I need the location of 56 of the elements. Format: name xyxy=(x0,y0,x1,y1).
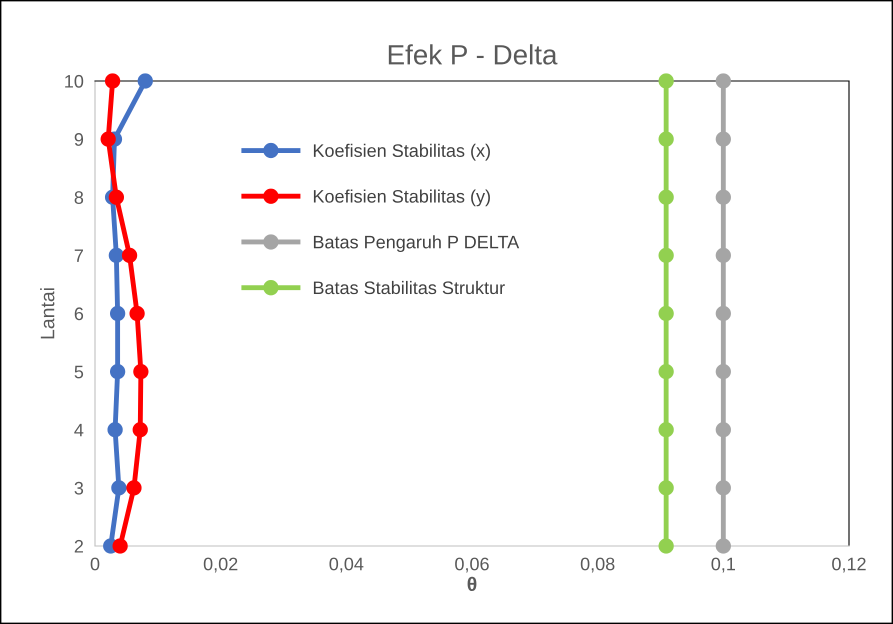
point xyxy=(107,422,123,438)
y-tick-label: 3 xyxy=(74,482,84,495)
point xyxy=(110,364,126,380)
point xyxy=(108,248,124,264)
point xyxy=(138,73,153,89)
point xyxy=(126,480,142,496)
point xyxy=(716,131,731,147)
point xyxy=(132,422,148,438)
point xyxy=(716,480,731,496)
y-tick-label: 9 xyxy=(74,133,84,146)
point xyxy=(716,364,731,380)
point xyxy=(133,364,149,380)
point xyxy=(658,538,674,554)
point xyxy=(100,131,116,147)
y-tick-label: 5 xyxy=(74,366,84,378)
point xyxy=(658,131,674,147)
point xyxy=(110,306,126,322)
legend-label: Batas Stabilitas Struktur xyxy=(314,280,505,294)
legend-label: Koefisien Stabilitas (y) xyxy=(314,189,490,206)
point xyxy=(112,538,128,554)
point xyxy=(658,248,674,264)
y-tick-label: 8 xyxy=(74,191,84,204)
y-tick-label: 7 xyxy=(74,249,83,262)
point xyxy=(658,364,674,380)
x-tick-label: 0 xyxy=(90,558,100,570)
x-tick-label: 0,02 xyxy=(204,558,238,573)
point xyxy=(716,73,731,89)
point xyxy=(716,422,731,438)
legend-label: Batas Pengaruh P DELTA xyxy=(314,235,520,252)
point xyxy=(716,190,731,205)
y-axis-title: Lantai xyxy=(40,288,54,338)
x-axis-title: θ xyxy=(468,576,476,592)
point xyxy=(658,306,674,322)
x-tick-label: 0,12 xyxy=(832,558,866,573)
y-tick-label: 2 xyxy=(74,540,83,553)
point xyxy=(658,73,674,89)
x-tick-label: 0,1 xyxy=(711,558,736,573)
point xyxy=(716,306,731,322)
point xyxy=(129,306,145,322)
point xyxy=(658,480,674,496)
y-tick-label: 6 xyxy=(74,307,84,320)
point xyxy=(104,73,120,89)
point xyxy=(716,538,731,554)
chart-title: Efek P - Delta xyxy=(388,44,558,65)
point xyxy=(716,248,731,264)
legend-label: Koefisien Stabilitas (x) xyxy=(314,144,490,161)
y-tick-label: 10 xyxy=(65,74,84,88)
x-tick-label: 0,04 xyxy=(329,558,364,573)
x-tick-label: 0,08 xyxy=(580,558,614,573)
point xyxy=(108,190,124,205)
point xyxy=(658,422,674,438)
point xyxy=(658,190,674,205)
point xyxy=(122,248,138,264)
y-tick-label: 4 xyxy=(74,424,84,436)
point xyxy=(111,480,127,496)
x-tick-label: 0,06 xyxy=(455,558,489,573)
